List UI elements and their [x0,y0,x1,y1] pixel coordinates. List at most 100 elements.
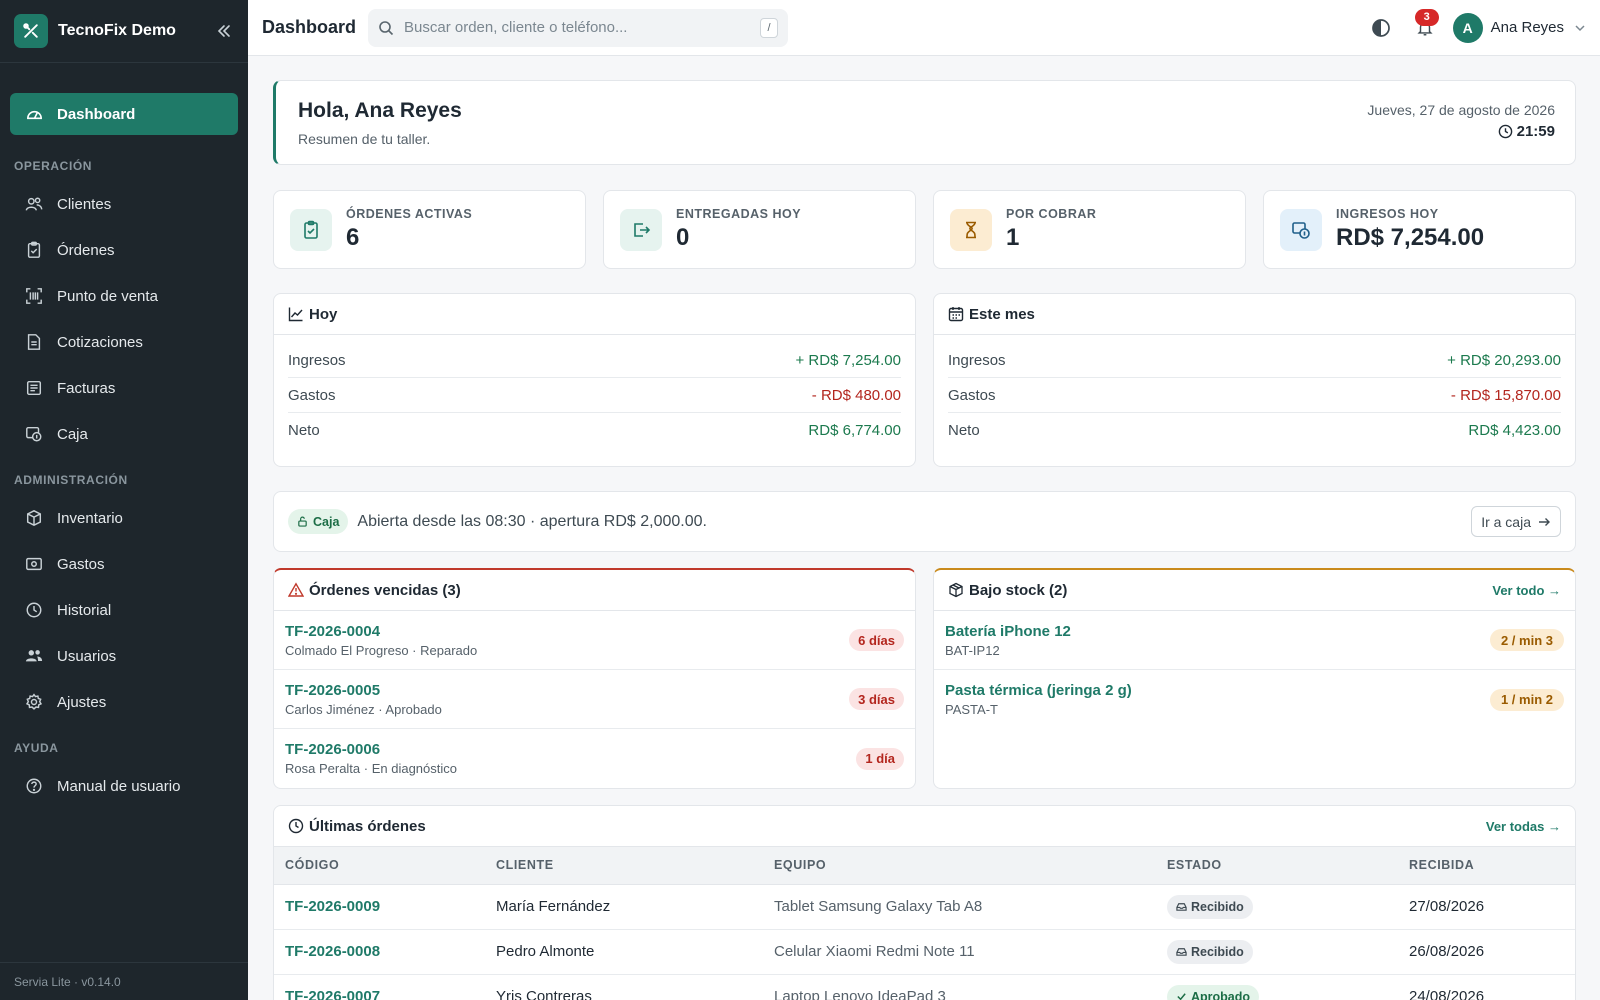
cash-register-info: Abierta desde las 08:30 · apertura RD$ 2… [357,512,707,530]
search-box[interactable]: / [368,8,788,47]
table-row[interactable]: TF-2026-0009 María Fernández Tablet Sams… [274,884,1575,930]
check-icon [1177,993,1186,1000]
sidebar-item-dashboard[interactable]: Dashboard [10,93,238,135]
orders-table: CÓDIGO CLIENTE EQUIPO ESTADO RECIBIDA TF… [274,847,1575,1000]
sidebar-item-manual[interactable]: Manual de usuario [0,763,248,809]
box-icon [24,508,44,528]
stat-entregadas-hoy[interactable]: ENTREGADAS HOY 0 [603,190,916,269]
stat-label: ÓRDENES ACTIVAS [346,207,473,221]
status-label: Recibido [1191,944,1244,959]
stat-icon-box [290,208,332,251]
brand: TecnoFix Demo [0,0,248,62]
stat-ingresos-hoy[interactable]: INGRESOS HOY RD$ 7,254.00 [1263,190,1576,269]
sidebar-item-punto-de-venta[interactable]: Punto de venta [0,273,248,319]
user-menu[interactable]: A Ana Reyes [1452,12,1586,43]
overdue-days-badge: 3 días [849,688,904,710]
sidebar-item-label: Cotizaciones [57,333,143,351]
overdue-days-badge: 1 día [856,747,904,770]
status-cell: Recibido [1156,929,1398,975]
summary-label: Gastos [288,386,336,404]
search-input[interactable] [404,19,760,36]
sidebar-item-gastos[interactable]: Gastos [0,541,248,587]
sidebar-item-caja[interactable]: Caja [0,411,248,457]
status-cell: Recibido [1156,884,1398,930]
column-header[interactable]: EQUIPO [763,847,1156,885]
greeting-card: Hola, Ana Reyes Resumen de tu taller. Ju… [273,80,1576,165]
received-date-cell: 27/08/2026 [1398,884,1575,930]
summary-value: - RD$ 480.00 [811,386,901,404]
order-code-link[interactable]: TF-2026-0008 [274,929,485,975]
column-header[interactable]: CLIENTE [485,847,763,885]
summary-value: + RD$ 7,254.00 [795,351,902,369]
summary-line: Neto RD$ 4,423.00 [948,413,1561,448]
sidebar-item-label: Inventario [57,509,123,527]
column-header[interactable]: ESTADO [1156,847,1398,885]
view-all-link[interactable]: Ver todo → [1492,582,1561,598]
table-row[interactable]: TF-2026-0007 Yris Contreras Laptop Lenov… [274,974,1575,1000]
list-item[interactable]: Batería iPhone 12 BAT-IP12 2 / min 3 [934,611,1575,670]
order-code-link[interactable]: TF-2026-0005 [285,681,381,699]
product-name-link[interactable]: Batería iPhone 12 [945,622,1071,640]
order-code-link[interactable]: TF-2026-0009 [274,884,485,930]
card-header: Este mes [934,294,1575,335]
summary-row: Hoy Ingresos + RD$ 7,254.00 Gastos - RD$ 4… [273,293,1576,467]
greeting-subtitle: Resumen de tu taller. [298,131,431,147]
tools-icon[interactable] [14,14,48,48]
status-badge: Recibido [1167,894,1253,919]
sidebar-item-ajustes[interactable]: Ajustes [0,679,248,725]
equipment-cell: Laptop Lenovo IdeaPad 3 [763,974,1156,1000]
stat-ordenes-activas[interactable]: ÓRDENES ACTIVAS 6 [273,190,586,269]
notifications-button[interactable]: 3 [1411,8,1439,42]
gear-icon [24,692,44,712]
product-name-link[interactable]: Pasta térmica (jeringa 2 g) [945,682,1132,699]
collapse-sidebar-icon[interactable] [214,21,234,41]
low-stock-card: Bajo stock (2) Ver todo → Batería iPhone… [933,568,1576,789]
unlock-icon [298,516,307,527]
product-sku: BAT-IP12 [945,642,1000,658]
theme-toggle-icon[interactable] [1367,14,1395,42]
stat-icon-box [1280,208,1322,251]
sidebar-item-historial[interactable]: Historial [0,587,248,633]
sidebar-item-label: Caja [57,425,88,443]
view-all-orders-link[interactable]: Ver todas → [1485,818,1561,834]
order-code-link[interactable]: TF-2026-0007 [274,974,485,1000]
alerts-row: Órdenes vencidas (3) TF-2026-0004 Colmado… [273,568,1576,789]
sidebar-item-label: Gastos [57,555,105,573]
product-sku: PASTA-T [945,702,998,717]
greeting-title: Hola, Ana Reyes [298,99,462,122]
go-to-cash-register-button[interactable]: Ir a caja [1471,506,1561,537]
table-row[interactable]: TF-2026-0008 Pedro Almonte Celular Xiaom… [274,929,1575,975]
sidebar-item-clientes[interactable]: Clientes [0,181,248,227]
sidebar-item-label: Órdenes [57,241,115,259]
sidebar-item-usuarios[interactable]: Usuarios [0,633,248,679]
stat-icon-box [950,208,992,251]
arrow-right-icon [1539,517,1550,526]
cash-register-status: Caja Abierta desde las 08:30 · apertura … [273,491,1576,552]
card-header: Bajo stock (2) Ver todo → [934,570,1575,611]
list-item[interactable]: Pasta térmica (jeringa 2 g) PASTA-T 1 / m… [934,670,1575,729]
sidebar-item-inventario[interactable]: Inventario [0,495,248,541]
summary-line: Ingresos + RD$ 20,293.00 [948,343,1561,378]
sidebar-item-ordenes[interactable]: Órdenes [0,227,248,273]
users-icon [24,194,44,214]
list-item[interactable]: TF-2026-0004 Colmado El Progreso · Repara… [274,611,915,670]
column-header[interactable]: CÓDIGO [274,847,485,885]
stat-por-cobrar[interactable]: POR COBRAR 1 [933,190,1246,269]
order-code-link[interactable]: TF-2026-0004 [285,622,381,640]
list-item[interactable]: TF-2026-0005 Carlos Jiménez · Aprobado 3 … [274,670,915,729]
order-code-link[interactable]: TF-2026-0006 [285,741,381,758]
brand-name: TecnoFix Demo [58,22,176,39]
sidebar-item-cotizaciones[interactable]: Cotizaciones [0,319,248,365]
list-item[interactable]: TF-2026-0006 Rosa Peralta · En diagnóstic… [274,729,915,788]
stat-icon-box [620,208,662,251]
document-icon [24,332,44,352]
card-title: Hoy [309,305,338,323]
status-label: Aprobado [1191,989,1251,1000]
clock-icon [1498,124,1512,139]
sidebar-item-facturas[interactable]: Facturas [0,365,248,411]
time-value: 21:59 [1516,123,1555,140]
column-header[interactable]: RECIBIDA [1398,847,1575,885]
sidebar-item-label: Usuarios [57,647,117,665]
stat-value: RD$ 7,254.00 [1336,224,1485,251]
received-date-cell: 26/08/2026 [1398,929,1575,975]
